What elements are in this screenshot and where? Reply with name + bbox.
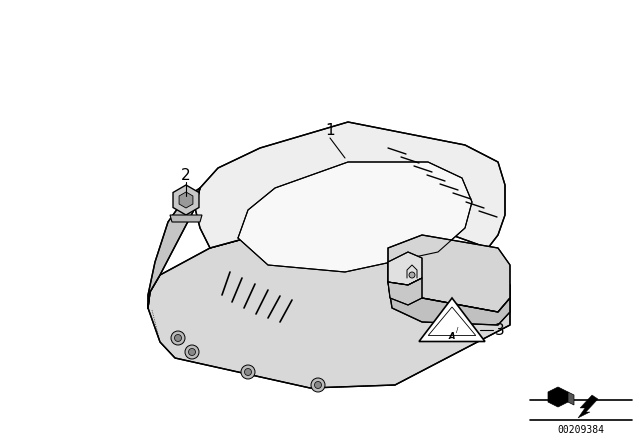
- Text: A: A: [449, 332, 455, 340]
- Polygon shape: [388, 252, 422, 285]
- Polygon shape: [170, 215, 202, 222]
- Polygon shape: [238, 162, 472, 272]
- Text: 3: 3: [495, 323, 505, 337]
- Circle shape: [185, 345, 199, 359]
- Circle shape: [244, 369, 252, 375]
- Polygon shape: [388, 282, 510, 325]
- Text: 2: 2: [181, 168, 191, 182]
- Polygon shape: [148, 205, 510, 388]
- Circle shape: [175, 335, 182, 341]
- Polygon shape: [388, 278, 422, 305]
- Polygon shape: [179, 192, 193, 208]
- Polygon shape: [195, 122, 505, 248]
- Polygon shape: [388, 235, 510, 312]
- Circle shape: [189, 349, 195, 356]
- Polygon shape: [548, 387, 568, 407]
- Polygon shape: [173, 185, 199, 215]
- Circle shape: [171, 331, 185, 345]
- Circle shape: [311, 378, 325, 392]
- Polygon shape: [578, 395, 598, 418]
- Polygon shape: [428, 307, 476, 336]
- Circle shape: [409, 272, 415, 278]
- Circle shape: [241, 365, 255, 379]
- Polygon shape: [568, 392, 574, 405]
- Polygon shape: [419, 298, 485, 341]
- Text: 1: 1: [325, 122, 335, 138]
- Polygon shape: [148, 188, 200, 308]
- Text: 00209384: 00209384: [557, 425, 605, 435]
- Circle shape: [314, 382, 321, 388]
- Text: /: /: [456, 327, 458, 333]
